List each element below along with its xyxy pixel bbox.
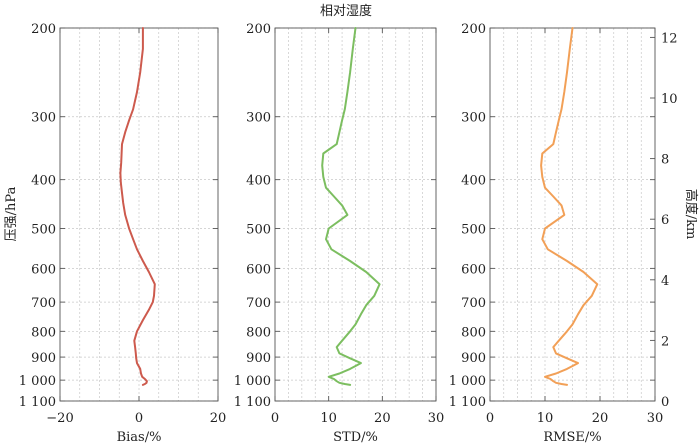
x-tick-label: 0 xyxy=(486,411,494,426)
y-tick-label: 600 xyxy=(31,262,56,277)
y2-tick-label: 6 xyxy=(661,213,669,228)
y-tick-label: 500 xyxy=(31,222,56,237)
y-tick-label: 300 xyxy=(31,111,56,126)
y-tick-label: 700 xyxy=(461,296,486,311)
chart-panel-1: 200 300 400 500 600 700 800 900 1 000 1 100−20 0 20… xyxy=(4,22,226,445)
x-tick-label: 0 xyxy=(271,411,279,426)
y-tick-label: 1 100 xyxy=(449,395,486,410)
y-axis-title: 压强/hPa xyxy=(4,186,19,241)
x-tick-label: 10 xyxy=(537,411,554,426)
x-axis-title: RMSE/% xyxy=(543,430,601,445)
x-tick-label: 30 xyxy=(428,411,445,426)
x-tick-label: 30 xyxy=(647,411,664,426)
y-tick-label: 900 xyxy=(246,351,271,366)
y2-tick-label: 4 xyxy=(661,274,669,289)
y-tick-label: 1 100 xyxy=(19,395,56,410)
series-line xyxy=(540,27,599,386)
figure-title: 相对湿度 xyxy=(320,3,372,19)
x-tick-label: 20 xyxy=(210,411,227,426)
y-tick-label: 1 000 xyxy=(19,374,56,389)
y2-tick-label: 8 xyxy=(661,153,669,168)
y-tick-label: 1 100 xyxy=(234,395,271,410)
y-tick-label: 300 xyxy=(461,111,486,126)
y2-tick-label: 2 xyxy=(661,334,669,349)
y-tick-label: 1 000 xyxy=(449,374,486,389)
y-tick-label: 200 xyxy=(31,22,56,37)
y-tick-label: 900 xyxy=(31,351,56,366)
y-tick-label: 800 xyxy=(461,325,486,340)
series-line xyxy=(321,27,381,386)
x-axis-title: STD/% xyxy=(333,430,378,445)
x-tick-label: 20 xyxy=(374,411,391,426)
y-tick-label: 400 xyxy=(246,174,271,189)
y2-axis-title: 高度/km xyxy=(683,189,699,240)
y-tick-label: 300 xyxy=(246,111,271,126)
y-tick-label: 700 xyxy=(31,296,56,311)
y-tick-label: 200 xyxy=(461,22,486,37)
y-tick-label: 400 xyxy=(31,174,56,189)
y2-tick-label: 10 xyxy=(661,92,678,107)
x-axis-title: Bias/% xyxy=(117,430,162,445)
y-tick-label: 1 000 xyxy=(234,374,271,389)
y-tick-label: 700 xyxy=(246,296,271,311)
y-tick-label: 400 xyxy=(461,174,486,189)
y2-tick-label: 12 xyxy=(661,31,678,46)
y-tick-label: 600 xyxy=(246,262,271,277)
y-tick-label: 200 xyxy=(246,22,271,37)
series-line xyxy=(119,27,156,386)
y-tick-label: 600 xyxy=(461,262,486,277)
y-tick-label: 500 xyxy=(461,222,486,237)
x-tick-label: 20 xyxy=(592,411,609,426)
x-tick-label: −20 xyxy=(46,411,73,426)
y-tick-label: 500 xyxy=(246,222,271,237)
y2-tick-label: 0 xyxy=(661,395,669,410)
x-tick-label: 10 xyxy=(320,411,337,426)
y-tick-label: 800 xyxy=(246,325,271,340)
x-tick-label: 0 xyxy=(135,411,143,426)
y-tick-label: 800 xyxy=(31,325,56,340)
y-tick-label: 900 xyxy=(461,351,486,366)
